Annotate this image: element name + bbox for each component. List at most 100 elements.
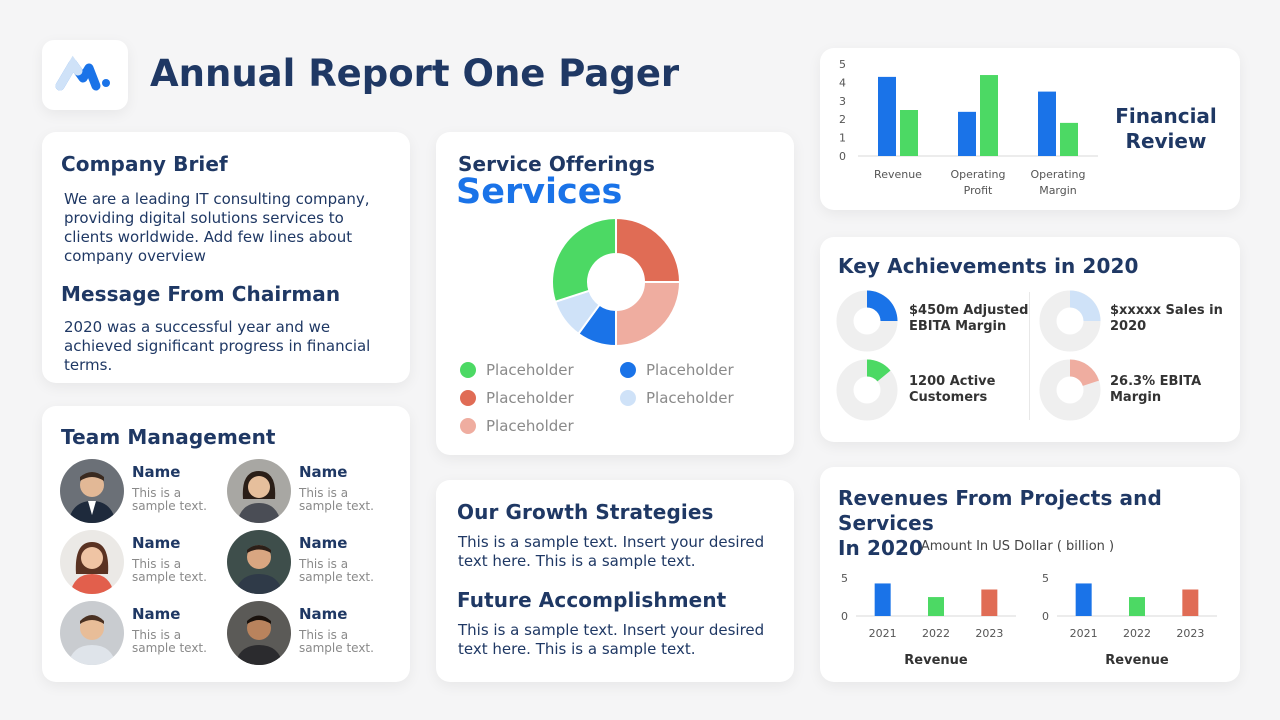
revenues-title: Revenues From Projects and Services In 2… <box>838 486 1240 561</box>
legend-item: Placeholder <box>460 417 574 435</box>
member-name: Name <box>299 605 348 623</box>
team-member: Name This is a sample text. <box>60 530 230 594</box>
financial-title-line1: Financial <box>1115 104 1217 128</box>
team-card: Team Management Name This is a sample te… <box>42 406 410 682</box>
legend-label: Placeholder <box>646 389 734 407</box>
m-logo-icon <box>55 55 110 91</box>
revenues-subtitle: Amount In US Dollar ( billion ) <box>920 539 1115 554</box>
x-axis-label: Revenue <box>1105 653 1169 668</box>
revenues-title-line1: Revenues From Projects and Services <box>838 486 1162 535</box>
y-tick-label: 1 <box>839 132 846 145</box>
achievement-label: $xxxxx Sales in 2020 <box>1110 303 1223 334</box>
page-title: Annual Report One Pager <box>150 52 680 95</box>
achievement-label: 26.3% EBITA Margin <box>1110 374 1202 405</box>
achievements-title: Key Achievements in 2020 <box>838 254 1139 278</box>
y-tick-label: 5 <box>841 572 848 585</box>
bar <box>981 589 998 616</box>
ring-value <box>1070 359 1100 386</box>
avatar <box>227 530 291 594</box>
y-tick-label: 5 <box>1042 572 1049 585</box>
future-text: This is a sample text. Insert your desir… <box>458 621 765 658</box>
revenues-title-line2: In 2020 <box>838 536 924 560</box>
revenue-bar-chart-left: 0 5 2021 2022 2023 Revenue <box>841 572 1016 668</box>
x-tick-label: 2023 <box>975 627 1003 640</box>
x-tick-label: 2022 <box>1123 627 1151 640</box>
member-text: This is a sample text. <box>299 628 374 655</box>
legend-label: Placeholder <box>486 361 574 379</box>
x-tick-label: Profit <box>964 184 993 197</box>
x-axis-label: Revenue <box>904 653 968 668</box>
member-text: This is a sample text. <box>132 628 207 655</box>
legend-dot <box>460 418 476 434</box>
donut-slice <box>551 216 617 304</box>
y-tick-label: 0 <box>1042 610 1049 623</box>
x-tick-label: Revenue <box>874 168 922 181</box>
services-title: Service Offerings <box>458 152 655 176</box>
bar <box>1038 91 1056 156</box>
avatar <box>227 601 291 665</box>
x-tick-label: 2021 <box>869 627 897 640</box>
legend-item: Placeholder <box>460 389 574 407</box>
x-tick-label: 2021 <box>1070 627 1098 640</box>
revenues-card: Revenues From Projects and Services In 2… <box>820 467 1240 682</box>
team-member: Name This is a sample text. <box>60 601 230 665</box>
legend-item: Placeholder <box>460 361 574 379</box>
y-tick-label: 3 <box>839 95 846 108</box>
bar <box>878 76 896 156</box>
achievements-divider <box>1029 292 1030 420</box>
legend-dot <box>620 362 636 378</box>
x-tick-label: Operating <box>951 168 1006 181</box>
bar <box>1129 597 1145 616</box>
member-text: This is a sample text. <box>132 486 207 513</box>
achievement-ring <box>836 290 898 352</box>
y-tick-label: 0 <box>839 150 846 163</box>
logo-tile <box>42 40 128 110</box>
legend-item: Placeholder <box>620 361 734 379</box>
ring-value <box>1070 290 1101 321</box>
x-tick-label: 2023 <box>1176 627 1204 640</box>
services-card: Service Offerings Services Placeholder P… <box>436 132 794 455</box>
x-tick-label: Margin <box>1039 184 1077 197</box>
growth-title: Our Growth Strategies <box>457 500 714 524</box>
donut-slice <box>615 281 682 348</box>
chairman-text: 2020 was a successful year and we achiev… <box>64 318 371 374</box>
financial-card: 0 1 2 3 4 5 Revenue Operating Profit Operating Mar… <box>820 48 1240 210</box>
team-member: Name This is a sample text. <box>227 530 397 594</box>
company-brief-title: Company Brief <box>61 152 228 176</box>
team-member: Name This is a sample text. <box>60 459 230 523</box>
bar <box>980 75 998 156</box>
bar <box>958 111 976 156</box>
company-brief-text: We are a leading IT consulting company, … <box>64 190 370 265</box>
bar <box>928 597 944 616</box>
ring-value <box>867 359 891 382</box>
team-member: Name This is a sample text. <box>227 601 397 665</box>
achievement-label: $450m Adjusted EBITA Margin <box>909 303 1029 334</box>
member-name: Name <box>299 463 348 481</box>
legend-label: Placeholder <box>486 389 574 407</box>
member-text: This is a sample text. <box>299 486 374 513</box>
member-name: Name <box>132 534 181 552</box>
growth-card: Our Growth Strategies This is a sample t… <box>436 480 794 682</box>
legend-dot <box>460 362 476 378</box>
future-title: Future Accomplishment <box>457 588 727 612</box>
y-tick-label: 4 <box>839 76 846 89</box>
x-tick-label: Operating <box>1031 168 1086 181</box>
achievement-ring <box>1039 290 1101 352</box>
x-tick-label: 2022 <box>922 627 950 640</box>
services-subtitle: Services <box>456 172 623 212</box>
bar <box>1182 589 1199 616</box>
bar <box>874 583 891 616</box>
donut-slice <box>615 216 682 283</box>
member-name: Name <box>132 463 181 481</box>
y-tick-label: 2 <box>839 113 846 126</box>
legend-label: Placeholder <box>646 361 734 379</box>
services-donut-chart <box>551 216 682 348</box>
avatar <box>60 459 124 523</box>
achievements-card: Key Achievements in 2020 $450m Adjusted … <box>820 237 1240 442</box>
team-title: Team Management <box>61 425 276 449</box>
bar <box>1075 583 1092 616</box>
y-tick-label: 0 <box>841 610 848 623</box>
avatar <box>60 601 124 665</box>
achievement-label: 1200 Active Customers <box>909 374 996 405</box>
company-brief-card: Company Brief We are a leading IT consul… <box>42 132 410 383</box>
